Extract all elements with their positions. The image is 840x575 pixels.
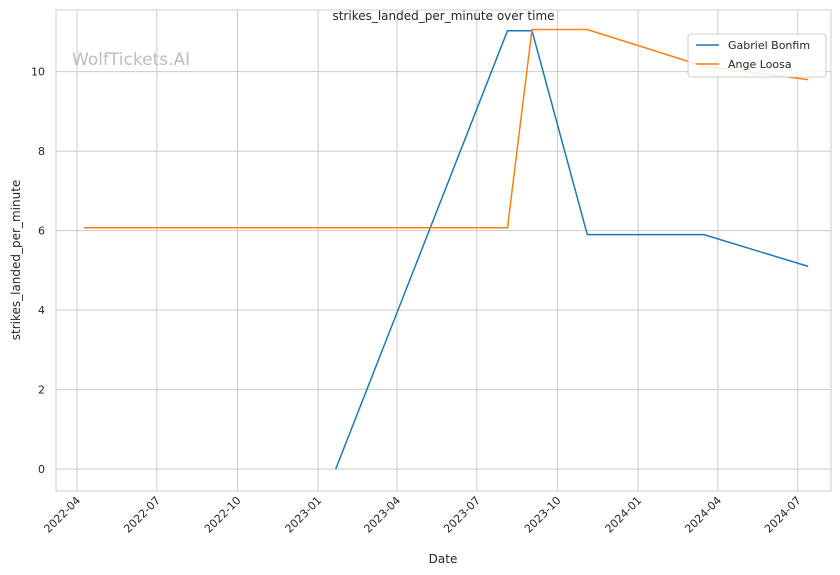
legend-label-ange-loosa: Ange Loosa [728,58,792,71]
x-tick-label: 2023-07 [441,494,483,536]
x-tick-label: 2022-04 [41,494,83,536]
legend: Gabriel Bonfim Ange Loosa [687,33,827,78]
x-tick-label: 2023-04 [361,494,403,536]
chart-title: strikes_landed_per_minute over time [332,9,554,23]
plot-frame [55,9,832,492]
x-tick-label: 2022-07 [121,494,163,536]
x-tick-label: 2024-01 [603,494,645,536]
x-tick-label: 2022-10 [202,494,244,536]
x-tick-label: 2023-10 [522,494,564,536]
y-tick-label: 10 [31,66,45,79]
legend-label-gabriel-bonfim: Gabriel Bonfim [728,39,810,52]
series-line-gabriel-bonfim [335,29,809,470]
x-tick-label: 2024-07 [762,494,804,536]
x-tick-label: 2023-01 [283,494,325,536]
watermark-text: WolfTickets.AI [72,50,190,70]
series-lines [84,28,809,470]
tick-labels: 0 2 4 6 8 10 2022-04 2022-07 2022-10 2023-01 2023-… [31,66,804,536]
x-axis-label: Date [429,552,458,566]
y-tick-label: 8 [38,145,45,158]
y-tick-label: 4 [38,304,45,317]
y-tick-label: 0 [38,463,45,476]
y-tick-label: 2 [38,384,45,397]
grid [56,10,831,491]
y-axis-label: strikes_landed_per_minute [9,180,23,341]
y-tick-label: 6 [38,225,45,238]
x-tick-label: 2024-04 [682,494,724,536]
legend-box [687,33,827,78]
